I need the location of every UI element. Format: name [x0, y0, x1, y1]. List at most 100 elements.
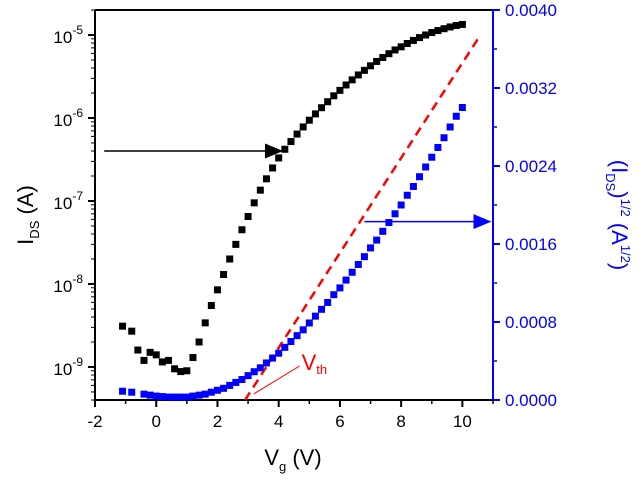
- ids-point: [134, 346, 142, 354]
- x-axis-title-sub: g: [279, 459, 286, 474]
- right-axis-title: (IDS)1/2 (A1/2): [603, 160, 633, 270]
- sqrt-ids-point: [299, 326, 307, 334]
- right-axis-title-sub: DS: [603, 173, 618, 191]
- ids-point: [440, 25, 448, 33]
- vth-annotation: Vth: [302, 350, 328, 377]
- sqrt-ids-point: [446, 123, 454, 131]
- left-tick-label: 10-5: [53, 23, 83, 47]
- sqrt-ids-point: [140, 390, 148, 398]
- sqrt-ids-point: [244, 372, 252, 380]
- sqrt-ids-point: [360, 253, 368, 261]
- ids-point: [220, 271, 228, 279]
- sqrt-ids-point: [293, 332, 301, 340]
- ids-point: [434, 27, 442, 35]
- ids-point: [269, 164, 277, 172]
- sqrt-ids-point: [342, 276, 350, 284]
- sqrt-ids-point: [189, 392, 197, 400]
- sqrt-ids-point: [324, 299, 332, 306]
- sqrt-ids-point: [311, 312, 319, 320]
- ids-point: [403, 39, 411, 47]
- ids-point: [409, 36, 417, 44]
- sqrt-ids-point: [213, 386, 221, 394]
- ids-point: [446, 23, 454, 31]
- vth-annotation-main: V: [302, 350, 317, 375]
- ids-point: [428, 29, 436, 37]
- ids-point: [379, 54, 387, 62]
- ids-point: [354, 71, 362, 79]
- x-axis-ticks: -2 0 2 4 6 8 10: [87, 400, 494, 431]
- ids-point: [299, 123, 307, 131]
- sqrt-ids-point: [422, 163, 430, 171]
- ids-point: [262, 175, 270, 183]
- ids-point: [360, 66, 368, 74]
- sqrt-ids-point: [158, 393, 166, 401]
- sqrt-ids-point: [146, 391, 154, 399]
- ids-point: [458, 20, 466, 28]
- ids-point: [397, 43, 405, 51]
- right-axis-title-unit-close: ): [607, 263, 632, 270]
- sqrt-ids-point: [434, 143, 442, 151]
- sqrt-ids-point: [367, 244, 375, 252]
- sqrt-ids-point: [119, 387, 127, 395]
- sqrt-ids-point: [177, 393, 185, 401]
- ids-point: [330, 92, 338, 100]
- ids-point: [183, 367, 191, 375]
- ids-point: [201, 319, 209, 327]
- sqrt-ids-point: [201, 390, 209, 398]
- sqrt-ids-point: [226, 381, 234, 389]
- sqrt-ids-point: [195, 391, 203, 399]
- ids-point: [336, 86, 344, 94]
- sqrt-ids-point: [452, 112, 460, 120]
- sqrt-ids-point: [305, 319, 313, 327]
- x-tick-label: -2: [87, 412, 102, 431]
- ids-point: [293, 130, 301, 138]
- left-axis-title-sub: DS: [27, 220, 42, 238]
- x-tick-label: 2: [213, 412, 222, 431]
- ids-point: [238, 226, 246, 234]
- ids-point: [128, 327, 136, 335]
- sqrt-ids-point: [373, 236, 381, 244]
- sqrt-ids-point: [164, 393, 172, 401]
- ids-point: [281, 145, 289, 153]
- sqrt-ids-point: [232, 378, 240, 386]
- ids-point: [305, 116, 313, 124]
- ids-point: [348, 76, 356, 84]
- ids-point: [385, 50, 393, 58]
- ids-point: [177, 368, 185, 376]
- x-axis-title-main: V: [264, 445, 279, 470]
- x-axis-title-unit: (V): [286, 445, 321, 470]
- x-tick-label: 4: [274, 412, 283, 431]
- ids-point: [140, 356, 148, 364]
- sqrt-ids-point: [416, 173, 424, 181]
- left-tick-label: 10-8: [53, 272, 83, 296]
- ids-point: [232, 240, 240, 248]
- threshold-fit-line: [243, 38, 479, 401]
- right-axis-ticks: 0.0000 0.0008 0.0016 0.0024 0.0032 0.0040: [493, 1, 557, 410]
- sqrt-ids-point: [256, 364, 264, 372]
- right-tick-label: 0.0024: [505, 157, 557, 176]
- ids-point: [373, 57, 381, 65]
- right-axis-title-unit-sup: 1/2: [618, 245, 633, 263]
- ids-point: [213, 286, 221, 294]
- sqrt-ids-point: [391, 210, 399, 218]
- sqrt-ids-point: [409, 182, 417, 190]
- ids-point: [416, 34, 424, 42]
- sqrt-ids-point: [128, 388, 136, 396]
- left-axis-title: IDS (A): [13, 185, 42, 245]
- x-tick-label: 0: [151, 412, 160, 431]
- ids-point: [158, 358, 166, 366]
- ids-point: [452, 22, 460, 30]
- right-axis-title-open: (I: [607, 160, 632, 173]
- right-tick-label: 0.0000: [505, 391, 557, 410]
- ids-point: [250, 199, 258, 207]
- ids-point: [422, 31, 430, 39]
- sqrt-ids-point: [318, 305, 326, 313]
- sqrt-ids-point: [171, 393, 179, 401]
- right-axis-title-sup: 1/2: [618, 199, 633, 217]
- series-sqrt-ids: [119, 104, 466, 401]
- vth-annotation-sub: th: [316, 362, 327, 377]
- right-tick-label: 0.0032: [505, 79, 557, 98]
- right-tick-label: 0.0040: [505, 1, 557, 20]
- sqrt-ids-point: [183, 393, 191, 401]
